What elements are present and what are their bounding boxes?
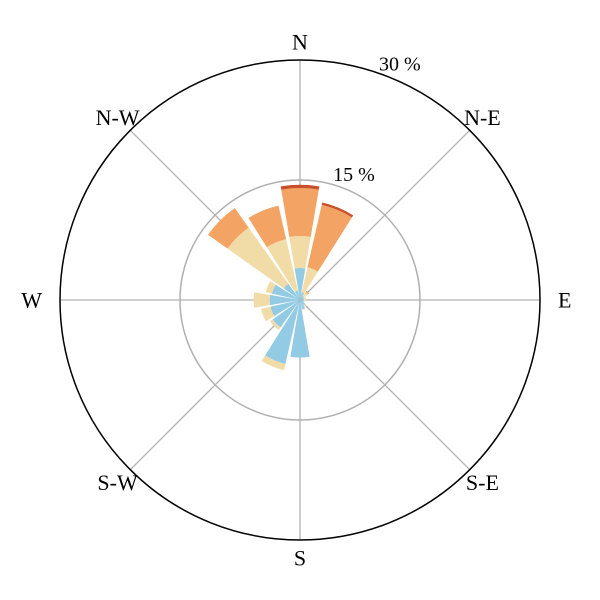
bar-n-band-4 bbox=[280, 184, 320, 190]
bar-nne-band-3 bbox=[307, 204, 352, 272]
bar-nnw-band-1 bbox=[294, 290, 300, 300]
bar-w-band-2 bbox=[253, 292, 271, 308]
bar-n-band-2 bbox=[289, 236, 311, 269]
radial-tick-label-15: 15 % bbox=[333, 164, 375, 186]
direction-label-w: W bbox=[21, 288, 42, 313]
direction-label-n: N bbox=[292, 30, 308, 55]
bar-e-band-1 bbox=[300, 299, 304, 301]
bar-nne-band-4 bbox=[321, 202, 354, 218]
radial-tick-label-30: 30 % bbox=[379, 53, 421, 75]
bar-nne-band-1 bbox=[300, 292, 305, 300]
bar-wnw-band-2 bbox=[265, 281, 276, 294]
bar-ese-band-2 bbox=[303, 300, 305, 303]
direction-label-s: S bbox=[294, 546, 306, 571]
grid-layer bbox=[59, 59, 541, 541]
bar-ne-band-2 bbox=[302, 292, 308, 298]
bar-ssw-band-1 bbox=[265, 300, 300, 364]
bar-nw-band-2 bbox=[227, 227, 289, 289]
gridline-circle-15 bbox=[179, 179, 421, 421]
bar-ene-band-1 bbox=[300, 297, 304, 300]
bar-n-band-1 bbox=[294, 267, 306, 300]
bar-w-band-1 bbox=[269, 294, 300, 306]
bar-sw-band-1 bbox=[272, 300, 300, 328]
bar-nw-band-3 bbox=[208, 208, 249, 249]
bar-wnw-band-1 bbox=[271, 284, 300, 300]
direction-label-s-e: S-E bbox=[466, 470, 499, 495]
bar-ssw-band-2 bbox=[261, 355, 286, 371]
bar-nnw-band-2 bbox=[266, 239, 298, 292]
direction-label-n-w: N-W bbox=[96, 105, 140, 130]
bar-nne-band-2 bbox=[301, 267, 318, 294]
bar-se-band-1 bbox=[300, 300, 306, 306]
bar-sw-band-2 bbox=[269, 319, 281, 331]
bar-ne-band-1 bbox=[300, 296, 304, 300]
bar-wsw-band-1 bbox=[270, 300, 300, 317]
bar-nw-band-1 bbox=[283, 283, 300, 300]
direction-label-e: E bbox=[558, 288, 571, 313]
bar-sse-band-1 bbox=[300, 300, 306, 310]
bar-n-band-3 bbox=[281, 187, 319, 237]
bar-s-band-1 bbox=[290, 300, 310, 358]
bar-ese-band-1 bbox=[300, 300, 304, 303]
bar-wsw-band-2 bbox=[261, 306, 275, 322]
bar-sse-band-2 bbox=[302, 308, 306, 311]
direction-label-n-e: N-E bbox=[464, 105, 501, 130]
bars-layer bbox=[208, 184, 354, 371]
bar-ene-band-2 bbox=[303, 296, 307, 300]
direction-label-s-w: S-W bbox=[97, 470, 138, 495]
bar-ne-band-3 bbox=[305, 290, 310, 295]
outer-circle bbox=[59, 59, 541, 541]
labels-layer: N N-E E S-E S S-W W N-W 15 % 30 % bbox=[21, 30, 571, 571]
bar-nnw-band-3 bbox=[248, 205, 287, 248]
bar-e-band-2 bbox=[303, 299, 306, 301]
bar-se-band-2 bbox=[303, 303, 307, 307]
